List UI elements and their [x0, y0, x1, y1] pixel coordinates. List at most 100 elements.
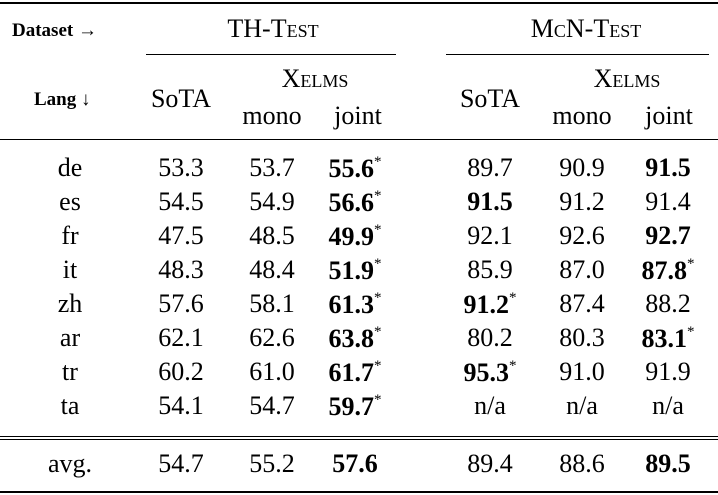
row-avg-mcn-sota-value: 89.4	[467, 449, 513, 478]
significance-star: *	[509, 290, 517, 306]
lang-arrow-icon: ↓	[81, 89, 91, 110]
row-es-th-sota: 54.5	[158, 189, 204, 215]
row-tr-mcn-mono: 91.0	[559, 359, 605, 385]
row-tr-mcn-joint: 91.9	[645, 359, 691, 385]
row-it-th-joint: 51.9*	[329, 257, 382, 284]
row-ta-mcn-sota-value: n/a	[474, 391, 506, 420]
row-tr-th-mono: 61.0	[249, 359, 295, 385]
row-avg-th-joint: 57.6	[332, 451, 378, 477]
row-zh-th-mono-value: 58.1	[249, 289, 295, 318]
row-ar-th-mono-value: 62.6	[249, 323, 295, 352]
row-it-mcn-joint: 87.8*	[642, 257, 695, 284]
row-de-th-joint-value: 55.6	[328, 154, 375, 183]
row-it-lang: it	[62, 255, 78, 284]
row-ta-mcn-joint: n/a	[652, 393, 684, 419]
row-tr-mcn-joint-value: 91.9	[645, 357, 691, 386]
row-zh-mcn-sota-value: 91.2	[463, 290, 510, 319]
row-es-mcn-sota: 91.5	[467, 189, 513, 215]
row-ar-mcn-sota-value: 80.2	[467, 323, 513, 352]
significance-star: *	[687, 324, 695, 340]
row-tr-th-sota-value: 60.2	[158, 357, 204, 386]
row-ta-mcn-joint-value: n/a	[652, 391, 684, 420]
row-es-lang: es	[59, 187, 81, 216]
significance-star: *	[374, 392, 382, 408]
row-it-th-sota-value: 48.3	[158, 255, 204, 284]
mcn-joint-header: joint	[645, 101, 693, 130]
row-zh-th-sota-value: 57.6	[158, 289, 204, 318]
row-es-th-joint: 56.6*	[329, 189, 382, 216]
row-zh-lang: zh	[57, 289, 83, 318]
row-ar-mcn-joint: 83.1*	[642, 325, 695, 352]
row-fr-mcn-mono-value: 92.6	[559, 221, 605, 250]
row-ar-mcn-joint-value: 83.1	[641, 324, 688, 353]
row-it-mcn-joint-value: 87.8	[641, 256, 688, 285]
row-it-th-mono-value: 48.4	[249, 255, 295, 284]
row-de-th-joint: 55.6*	[329, 155, 382, 182]
row-avg-mcn-joint-value: 89.5	[645, 449, 691, 478]
row-ta-th-mono-value: 54.7	[249, 391, 295, 420]
row-fr-lang: fr	[61, 221, 79, 250]
significance-star: *	[374, 222, 382, 238]
mcn-test-title: McN-Test	[530, 14, 642, 43]
row-zh-mcn-mono-value: 87.4	[559, 289, 605, 318]
significance-star: *	[374, 154, 382, 170]
row-zh-mcn-sota: 91.2*	[464, 291, 517, 318]
top-rule	[0, 2, 718, 4]
row-ta-th-sota-value: 54.1	[158, 391, 204, 420]
row-de-th-mono-value: 53.7	[249, 153, 295, 182]
row-fr-th-sota: 47.5	[158, 223, 204, 249]
lang-label: Lang	[34, 89, 77, 110]
row-es-th-mono-value: 54.9	[249, 187, 295, 216]
row-fr-th-mono-value: 48.5	[249, 221, 295, 250]
row-de-mcn-sota: 89.7	[467, 155, 513, 181]
row-fr-th-mono: 48.5	[249, 223, 295, 249]
significance-star: *	[509, 358, 517, 374]
row-it-th-joint-value: 51.9	[328, 256, 375, 285]
row-avg-mcn-mono-value: 88.6	[559, 449, 605, 478]
row-it-mcn-mono: 87.0	[559, 257, 605, 283]
row-es-mcn-joint-value: 91.4	[645, 187, 691, 216]
significance-star: *	[374, 188, 382, 204]
row-es-th-mono: 54.9	[249, 189, 295, 215]
row-tr-th-sota: 60.2	[158, 359, 204, 385]
dataset-arrow-icon: →	[77, 20, 97, 41]
significance-star: *	[374, 324, 382, 340]
header-bottom-rule	[0, 139, 718, 140]
row-zh-mcn-joint-value: 88.2	[645, 289, 691, 318]
row-es-mcn-sota-value: 91.5	[467, 187, 513, 216]
row-ta-th-joint-value: 59.7	[328, 392, 375, 421]
row-zh-th-mono: 58.1	[249, 291, 295, 317]
row-zh-mcn-joint: 88.2	[645, 291, 691, 317]
row-it-mcn-mono-value: 87.0	[559, 255, 605, 284]
row-ta-th-mono: 54.7	[249, 393, 295, 419]
row-zh-th-joint-value: 61.3	[328, 290, 375, 319]
dataset-label: Dataset	[12, 20, 74, 41]
th-joint-header: joint	[334, 101, 382, 130]
row-fr-th-joint: 49.9*	[329, 223, 382, 250]
avg-top-rule-1	[0, 436, 718, 437]
row-avg-th-mono: 55.2	[249, 451, 295, 477]
row-zh-th-sota: 57.6	[158, 291, 204, 317]
bottom-rule	[0, 491, 718, 493]
row-de-th-mono: 53.7	[249, 155, 295, 181]
row-ar-th-mono: 62.6	[249, 325, 295, 351]
row-tr-mcn-sota: 95.3*	[464, 359, 517, 386]
row-ta-mcn-mono-value: n/a	[566, 391, 598, 420]
row-avg-mcn-joint: 89.5	[645, 451, 691, 477]
row-tr-th-mono-value: 61.0	[249, 357, 295, 386]
row-tr-lang: tr	[62, 357, 78, 386]
significance-star: *	[374, 358, 382, 374]
row-avg-mcn-sota: 89.4	[467, 451, 513, 477]
dataset-header: Dataset →	[12, 20, 97, 42]
mcn-test-underline	[446, 54, 709, 55]
row-de-mcn-sota-value: 89.7	[467, 153, 513, 182]
row-es-mcn-mono: 91.2	[559, 189, 605, 215]
mcn-xelms-header: Xelms	[593, 64, 661, 93]
row-avg-lang: avg.	[47, 449, 93, 478]
row-fr-mcn-joint: 92.7	[645, 223, 691, 249]
row-ar-th-sota-value: 62.1	[158, 323, 204, 352]
significance-star: *	[687, 256, 695, 272]
row-zh-mcn-mono: 87.4	[559, 291, 605, 317]
row-de-mcn-joint-value: 91.5	[645, 153, 691, 182]
row-ar-mcn-sota: 80.2	[467, 325, 513, 351]
